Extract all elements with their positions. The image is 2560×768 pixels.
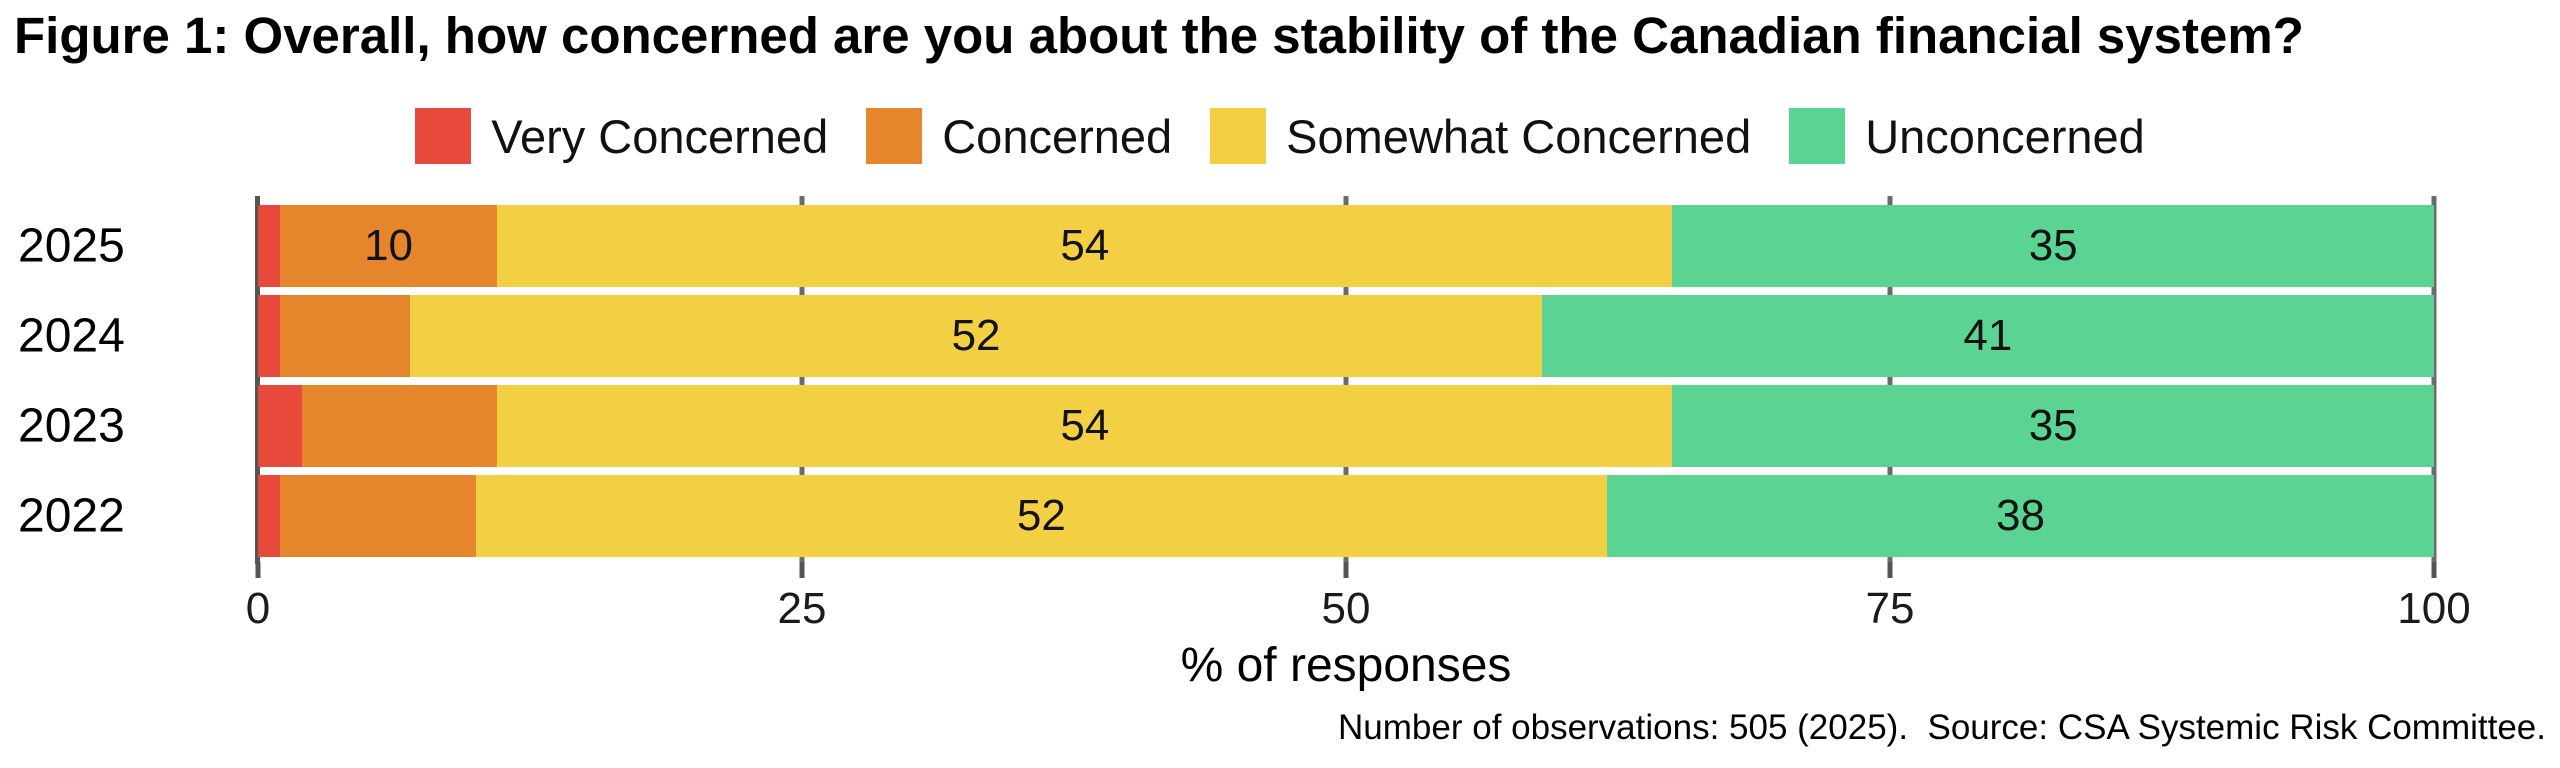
bar-segment-concerned (279, 295, 411, 377)
x-tick-label: 100 (2397, 584, 2471, 633)
legend-label: Very Concerned (491, 109, 829, 163)
bar-value-label: 35 (2028, 221, 2078, 270)
bar-row-2024: 2024 52 41 (0, 295, 2560, 377)
bar-segment-very-concerned (258, 295, 280, 377)
x-tick-mark (1343, 562, 1349, 578)
gridline (799, 196, 805, 564)
x-axis-label: % of responses (1180, 639, 1512, 692)
x-tick-mark (2431, 562, 2437, 578)
bar-segment-concerned (279, 475, 476, 557)
legend-label: Concerned (942, 109, 1173, 163)
bar-segment-very-concerned (258, 385, 302, 467)
legend-swatch-icon (1210, 108, 1267, 164)
bar-rows: 2025 10 54 35 2024 52 41 2023 54 35 2022 52 38 (0, 205, 2560, 565)
bar-segment-concerned (301, 385, 498, 467)
bar-segment-somewhat-concerned: 54 (497, 385, 1673, 467)
bar-segment-somewhat-concerned: 54 (497, 205, 1673, 287)
bar-value-label: 41 (1963, 311, 2013, 360)
bar-row-2025: 2025 10 54 35 (0, 205, 2560, 287)
legend-label: Unconcerned (1865, 109, 2145, 163)
legend-swatch-icon (866, 108, 923, 164)
year-label: 2022 (18, 489, 125, 543)
legend-label: Somewhat Concerned (1286, 109, 1752, 163)
legend: Very Concerned Concerned Somewhat Concerne… (0, 108, 2560, 164)
bar-value-label: 52 (951, 311, 1001, 360)
year-label: 2025 (18, 219, 125, 273)
legend-item: Unconcerned (1789, 108, 2145, 164)
bar-track: 52 38 (258, 475, 2434, 557)
year-label: 2024 (18, 309, 125, 363)
bar-segment-somewhat-concerned: 52 (410, 295, 1542, 377)
x-tick-mark (799, 562, 805, 578)
x-tick-label: 75 (1865, 584, 1915, 633)
gridline (1343, 196, 1349, 564)
bar-track: 10 54 35 (258, 205, 2434, 287)
bar-segment-unconcerned: 35 (1672, 205, 2434, 287)
bar-value-label: 38 (1996, 491, 2045, 540)
bar-segment-unconcerned: 41 (1541, 295, 2434, 377)
gridline (2431, 196, 2437, 564)
bar-row-2023: 2023 54 35 (0, 385, 2560, 467)
gridline (1887, 196, 1893, 564)
x-axis: 0 25 50 75 100 (246, 562, 2471, 652)
x-tick-mark (255, 562, 261, 578)
bar-segment-somewhat-concerned: 52 (475, 475, 1608, 557)
bar-value-label: 10 (364, 221, 414, 270)
legend-item: Somewhat Concerned (1210, 108, 1751, 164)
bar-value-label: 52 (1016, 491, 1066, 540)
gridlines (258, 196, 2437, 564)
legend-swatch-icon (415, 108, 472, 164)
legend-item: Concerned (866, 108, 1172, 164)
bar-track: 52 41 (258, 295, 2434, 377)
x-tick-label: 50 (1321, 584, 1371, 633)
bar-value-label: 54 (1060, 401, 1110, 450)
source-footnote: Number of observations: 505 (2025). Sour… (1338, 708, 2546, 747)
bar-row-2022: 2022 52 38 (0, 475, 2560, 557)
bar-segment-unconcerned: 38 (1607, 475, 2434, 557)
bar-segment-very-concerned (258, 205, 280, 287)
legend-swatch-icon (1789, 108, 1846, 164)
year-label: 2023 (18, 399, 125, 453)
bar-segment-very-concerned (258, 475, 280, 557)
bar-value-label: 54 (1060, 221, 1110, 270)
bar-value-label: 35 (2028, 401, 2078, 450)
legend-item: Very Concerned (415, 108, 828, 164)
chart-title: Figure 1: Overall, how concerned are you… (14, 7, 2304, 64)
bar-track: 54 35 (258, 385, 2434, 467)
bar-segment-concerned: 10 (279, 205, 498, 287)
bar-segment-unconcerned: 35 (1672, 385, 2434, 467)
x-tick-label: 0 (245, 584, 271, 633)
y-axis-line (255, 196, 260, 564)
x-tick-label: 25 (777, 584, 827, 633)
x-tick-mark (1887, 562, 1893, 578)
